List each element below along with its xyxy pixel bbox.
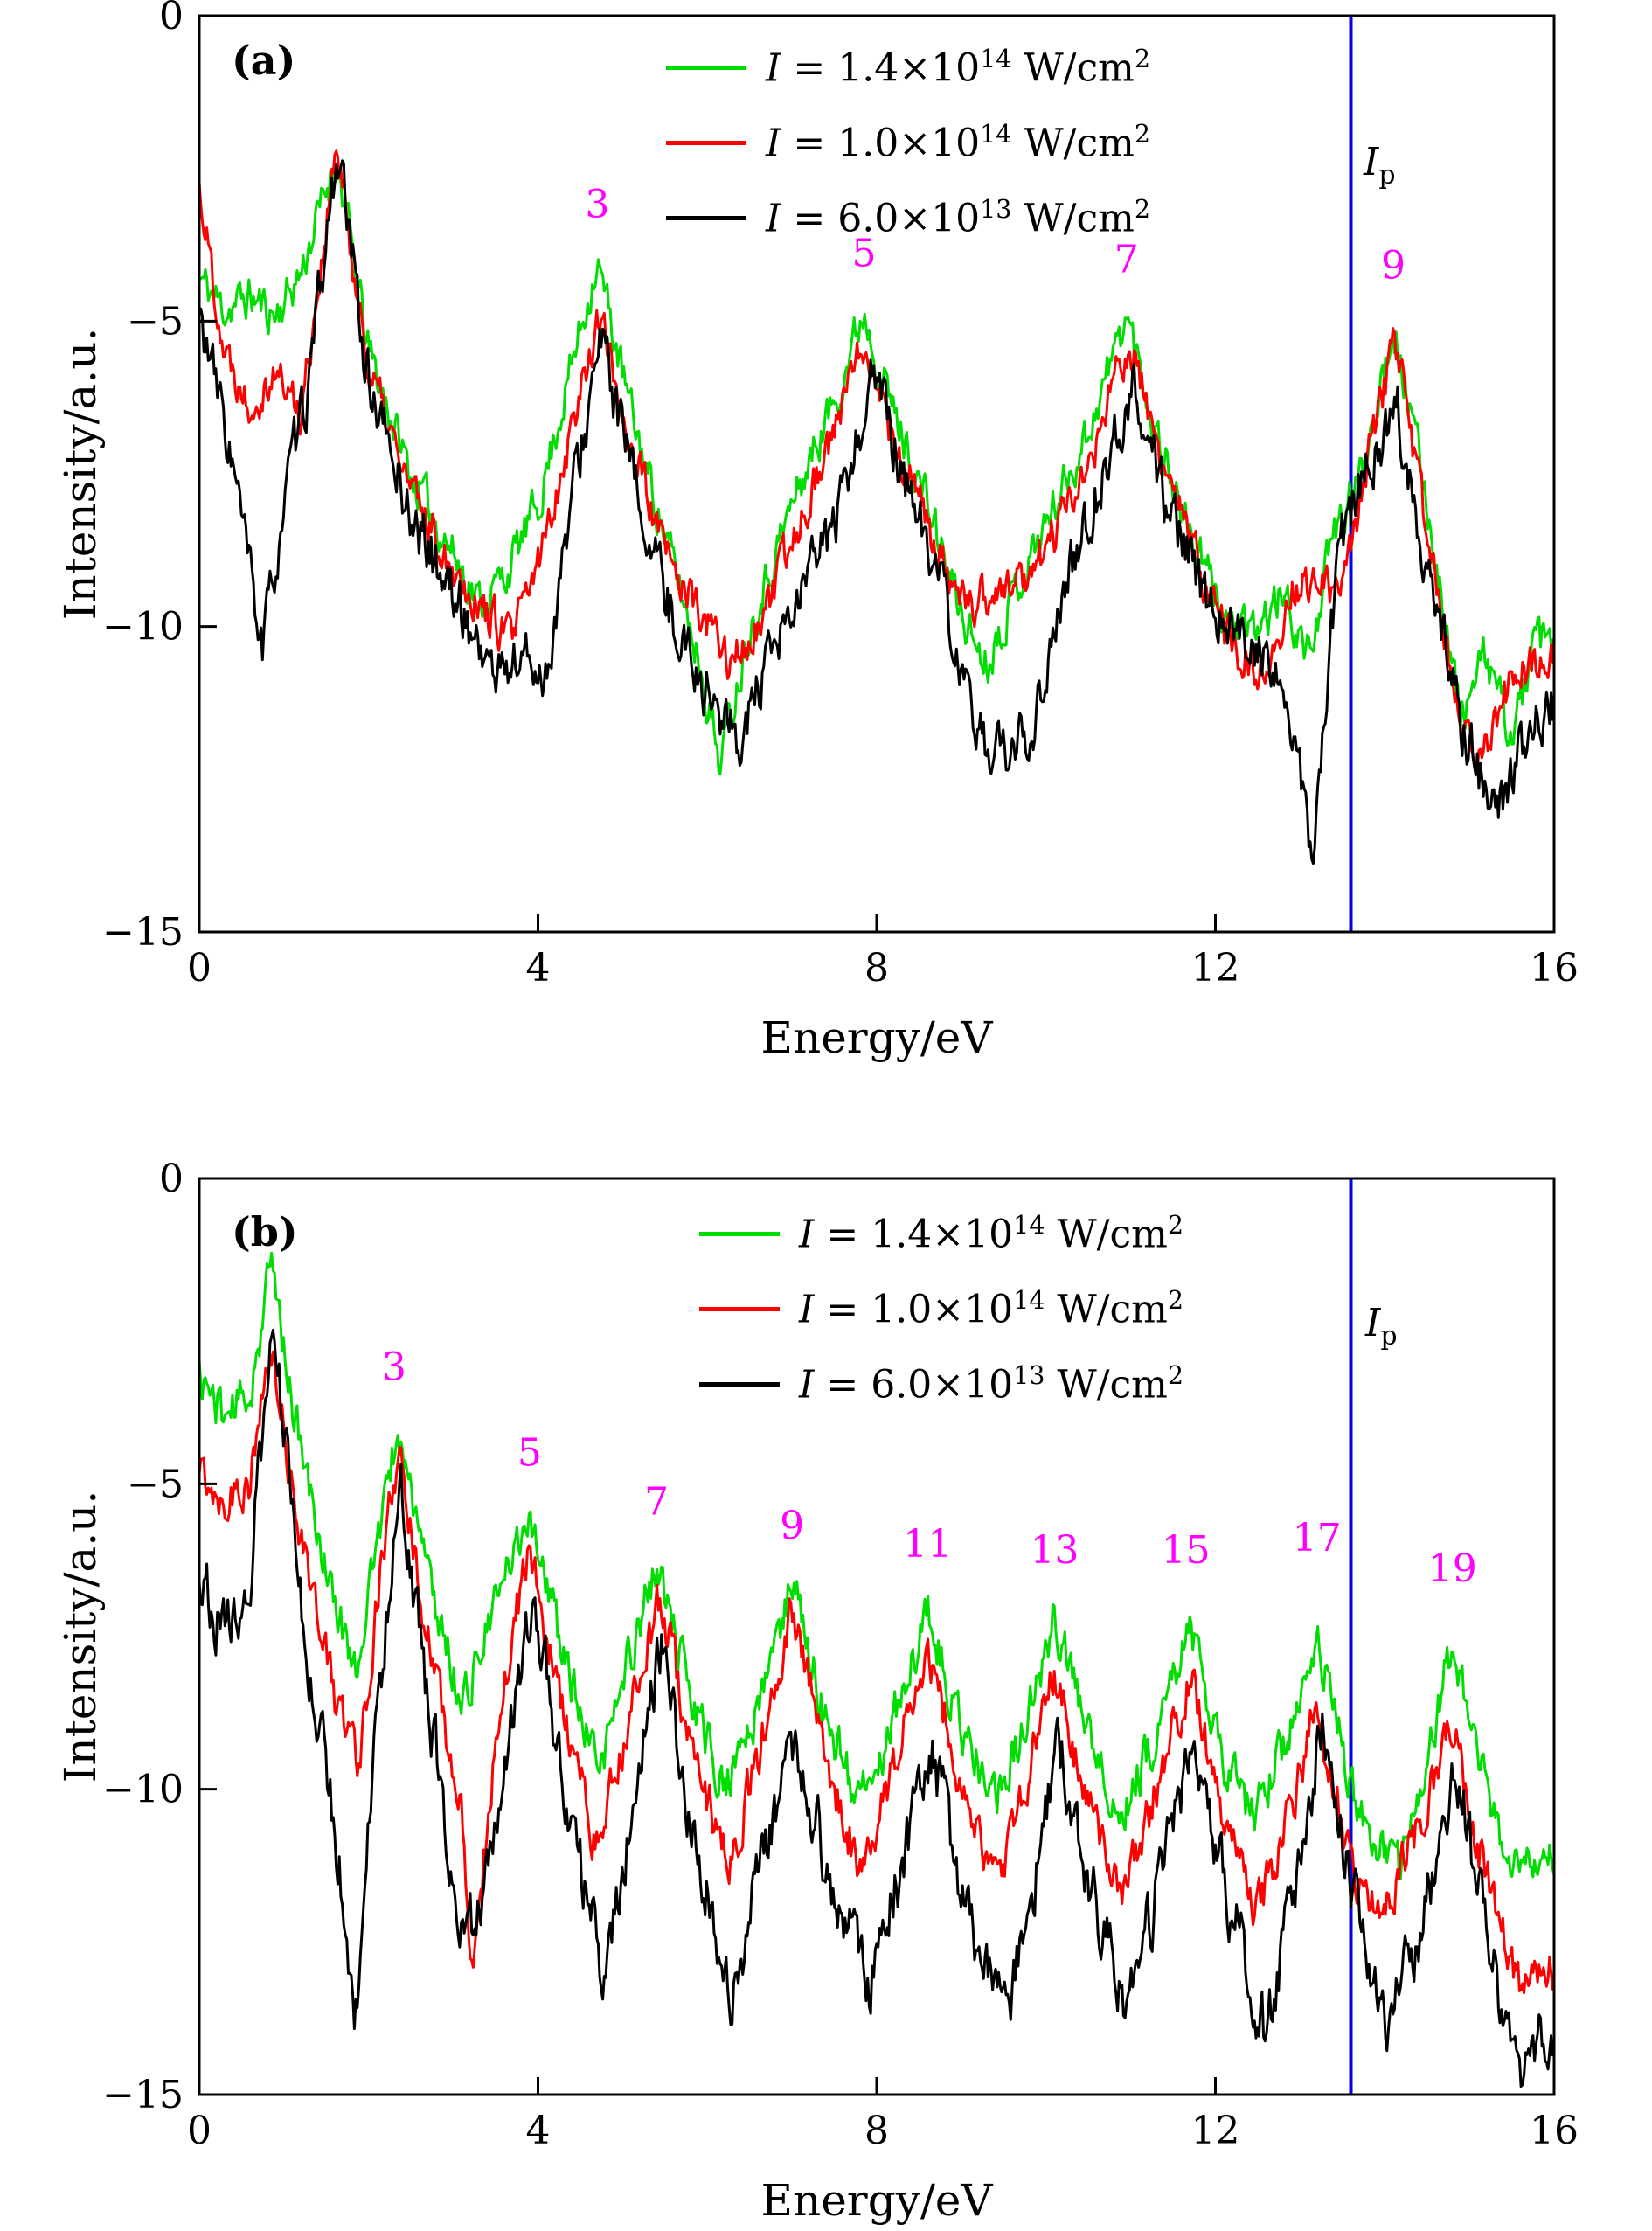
spectrum-curve-intensity-1.0e14 — [198, 1350, 1556, 1995]
spectrum-curve-intensity-1.4e14 — [198, 1251, 1556, 1880]
peak-order-label: 5 — [517, 1430, 542, 1475]
y-tick-label: −10 — [102, 1768, 184, 1812]
y-tick-label: −15 — [102, 2073, 184, 2117]
x-tick-label: 16 — [1530, 946, 1579, 990]
peak-order-label: 9 — [1381, 243, 1406, 288]
peak-order-label: 19 — [1428, 1546, 1477, 1591]
spectrum-curve-intensity-6.0e13 — [198, 159, 1556, 865]
peak-order-label: 17 — [1293, 1516, 1342, 1560]
spectrum-curve-intensity-1.0e14 — [198, 149, 1556, 773]
peak-order-label: 13 — [1030, 1528, 1079, 1573]
x-tick-label: 16 — [1530, 2109, 1579, 2153]
peak-order-label: 3 — [585, 183, 609, 227]
peak-order-label: 5 — [851, 231, 876, 275]
y-tick-label: −5 — [127, 1462, 184, 1506]
peak-order-label: 3 — [382, 1345, 406, 1390]
peak-order-label: 11 — [903, 1522, 952, 1567]
x-tick-label: 8 — [864, 2109, 889, 2153]
peak-order-label: 7 — [1114, 237, 1139, 281]
y-tick-label: 0 — [159, 0, 184, 38]
y-tick-label: −10 — [102, 605, 184, 650]
x-tick-label: 12 — [1191, 946, 1240, 990]
y-tick-label: −5 — [127, 299, 184, 344]
peak-order-label: 15 — [1162, 1528, 1211, 1573]
x-tick-label: 12 — [1191, 2109, 1240, 2153]
y-tick-label: 0 — [159, 1157, 184, 1201]
x-tick-label: 0 — [187, 2109, 212, 2153]
x-tick-label: 8 — [864, 946, 889, 990]
y-tick-label: −15 — [102, 910, 184, 955]
x-tick-label: 0 — [187, 946, 212, 990]
x-tick-label: 4 — [526, 946, 551, 990]
x-tick-label: 4 — [526, 2109, 551, 2153]
peak-order-label: 7 — [644, 1479, 669, 1524]
peak-order-label: 9 — [780, 1504, 804, 1548]
spectrum-curve-intensity-6.0e13 — [198, 1328, 1556, 2088]
